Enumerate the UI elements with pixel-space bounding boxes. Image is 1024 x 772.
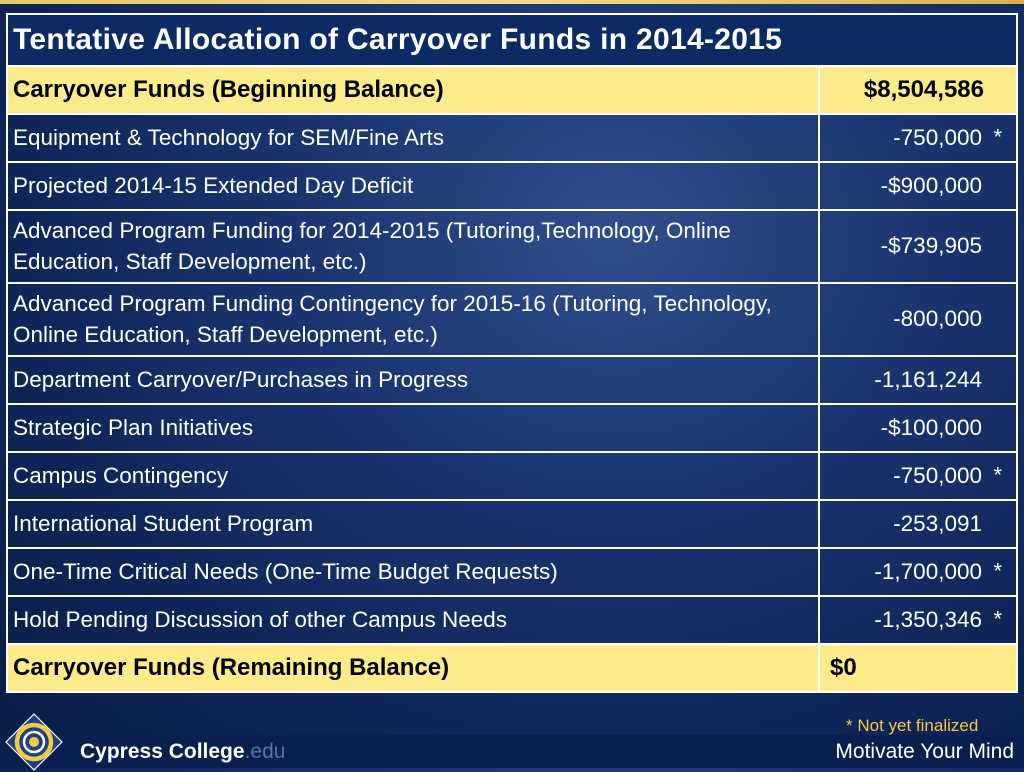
allocation-table: Tentative Allocation of Carryover Funds … [6, 13, 1019, 693]
item-amount: -1,161,244 [874, 366, 982, 392]
item-amount-cell: -$739,905 [817, 209, 1019, 284]
beginning-balance-amount: $8,504,586 [817, 65, 1019, 115]
beginning-balance-row: Carryover Funds (Beginning Balance) $8,5… [6, 65, 1019, 115]
item-amount-cell: -750,000 * [817, 113, 1019, 163]
college-name: Cypress College.edu [80, 740, 285, 764]
table-row: Advanced Program Funding for 2014-2015 (… [6, 209, 1019, 284]
not-finalized-marker: * [993, 462, 1002, 488]
table-row: Equipment & Technology for SEM/Fine Arts… [6, 113, 1019, 163]
footnote: * Not yet finalized [846, 716, 979, 735]
item-label: Department Carryover/Purchases in Progre… [6, 355, 820, 405]
cypress-college-logo-icon [5, 713, 63, 771]
beginning-balance-label: Carryover Funds (Beginning Balance) [6, 65, 820, 115]
item-amount: -$739,905 [880, 233, 982, 259]
not-finalized-marker: * [993, 124, 1002, 150]
item-label: Advanced Program Funding for 2014-2015 (… [6, 209, 820, 284]
item-amount-cell: -$900,000 [817, 161, 1019, 211]
item-label: Equipment & Technology for SEM/Fine Arts [6, 113, 820, 163]
not-finalized-marker: * [993, 558, 1002, 584]
table-row: Strategic Plan Initiatives -$100,000 [6, 403, 1019, 453]
item-amount-cell: -750,000 * [817, 451, 1019, 501]
item-amount-cell: -$100,000 [817, 403, 1019, 453]
item-label: International Student Program [6, 499, 820, 549]
item-label: Projected 2014-15 Extended Day Deficit [6, 161, 820, 211]
remaining-balance-amount: $0 [817, 643, 1019, 693]
item-label: Advanced Program Funding Contingency for… [6, 282, 820, 357]
item-label: Strategic Plan Initiatives [6, 403, 820, 453]
table-title-row: Tentative Allocation of Carryover Funds … [6, 13, 1018, 67]
table-row: Projected 2014-15 Extended Day Deficit -… [6, 161, 1019, 211]
table-row: Department Carryover/Purchases in Progre… [6, 355, 1019, 405]
item-amount-cell: -253,091 [817, 499, 1019, 549]
table-row: Campus Contingency -750,000 * [6, 451, 1019, 501]
top-accent-strip [0, 0, 1024, 4]
item-label: One-Time Critical Needs (One-Time Budget… [6, 547, 820, 597]
item-label: Hold Pending Discussion of other Campus … [6, 595, 820, 645]
item-amount-cell: -1,161,244 [817, 355, 1019, 405]
table-row: Hold Pending Discussion of other Campus … [6, 595, 1019, 645]
item-amount: -253,091 [893, 510, 982, 536]
item-amount: -$900,000 [880, 172, 982, 198]
college-name-text: Cypress College [80, 740, 245, 763]
item-amount: -1,700,000 [874, 558, 982, 584]
footer-bar [0, 735, 1024, 768]
college-domain-suffix: .edu [244, 740, 286, 763]
not-finalized-marker: * [993, 606, 1002, 632]
item-amount: -1,350,346 [874, 606, 982, 632]
remaining-balance-label: Carryover Funds (Remaining Balance) [6, 643, 820, 693]
item-label: Campus Contingency [6, 451, 820, 501]
item-amount-cell: -800,000 [817, 282, 1019, 357]
table-row: International Student Program -253,091 [6, 499, 1019, 549]
item-amount: -750,000 [893, 124, 982, 150]
item-amount: -750,000 [893, 462, 982, 488]
item-amount: -800,000 [893, 306, 982, 332]
remaining-balance-row: Carryover Funds (Remaining Balance) $0 [6, 643, 1019, 693]
item-amount-cell: -1,700,000 * [817, 547, 1019, 597]
item-amount: -$100,000 [880, 414, 982, 440]
table-row: One-Time Critical Needs (One-Time Budget… [6, 547, 1019, 597]
page-title: Tentative Allocation of Carryover Funds … [6, 13, 1018, 67]
tagline: Motivate Your Mind [835, 740, 1014, 763]
table-row: Advanced Program Funding Contingency for… [6, 282, 1019, 357]
item-amount-cell: -1,350,346 * [817, 595, 1019, 645]
